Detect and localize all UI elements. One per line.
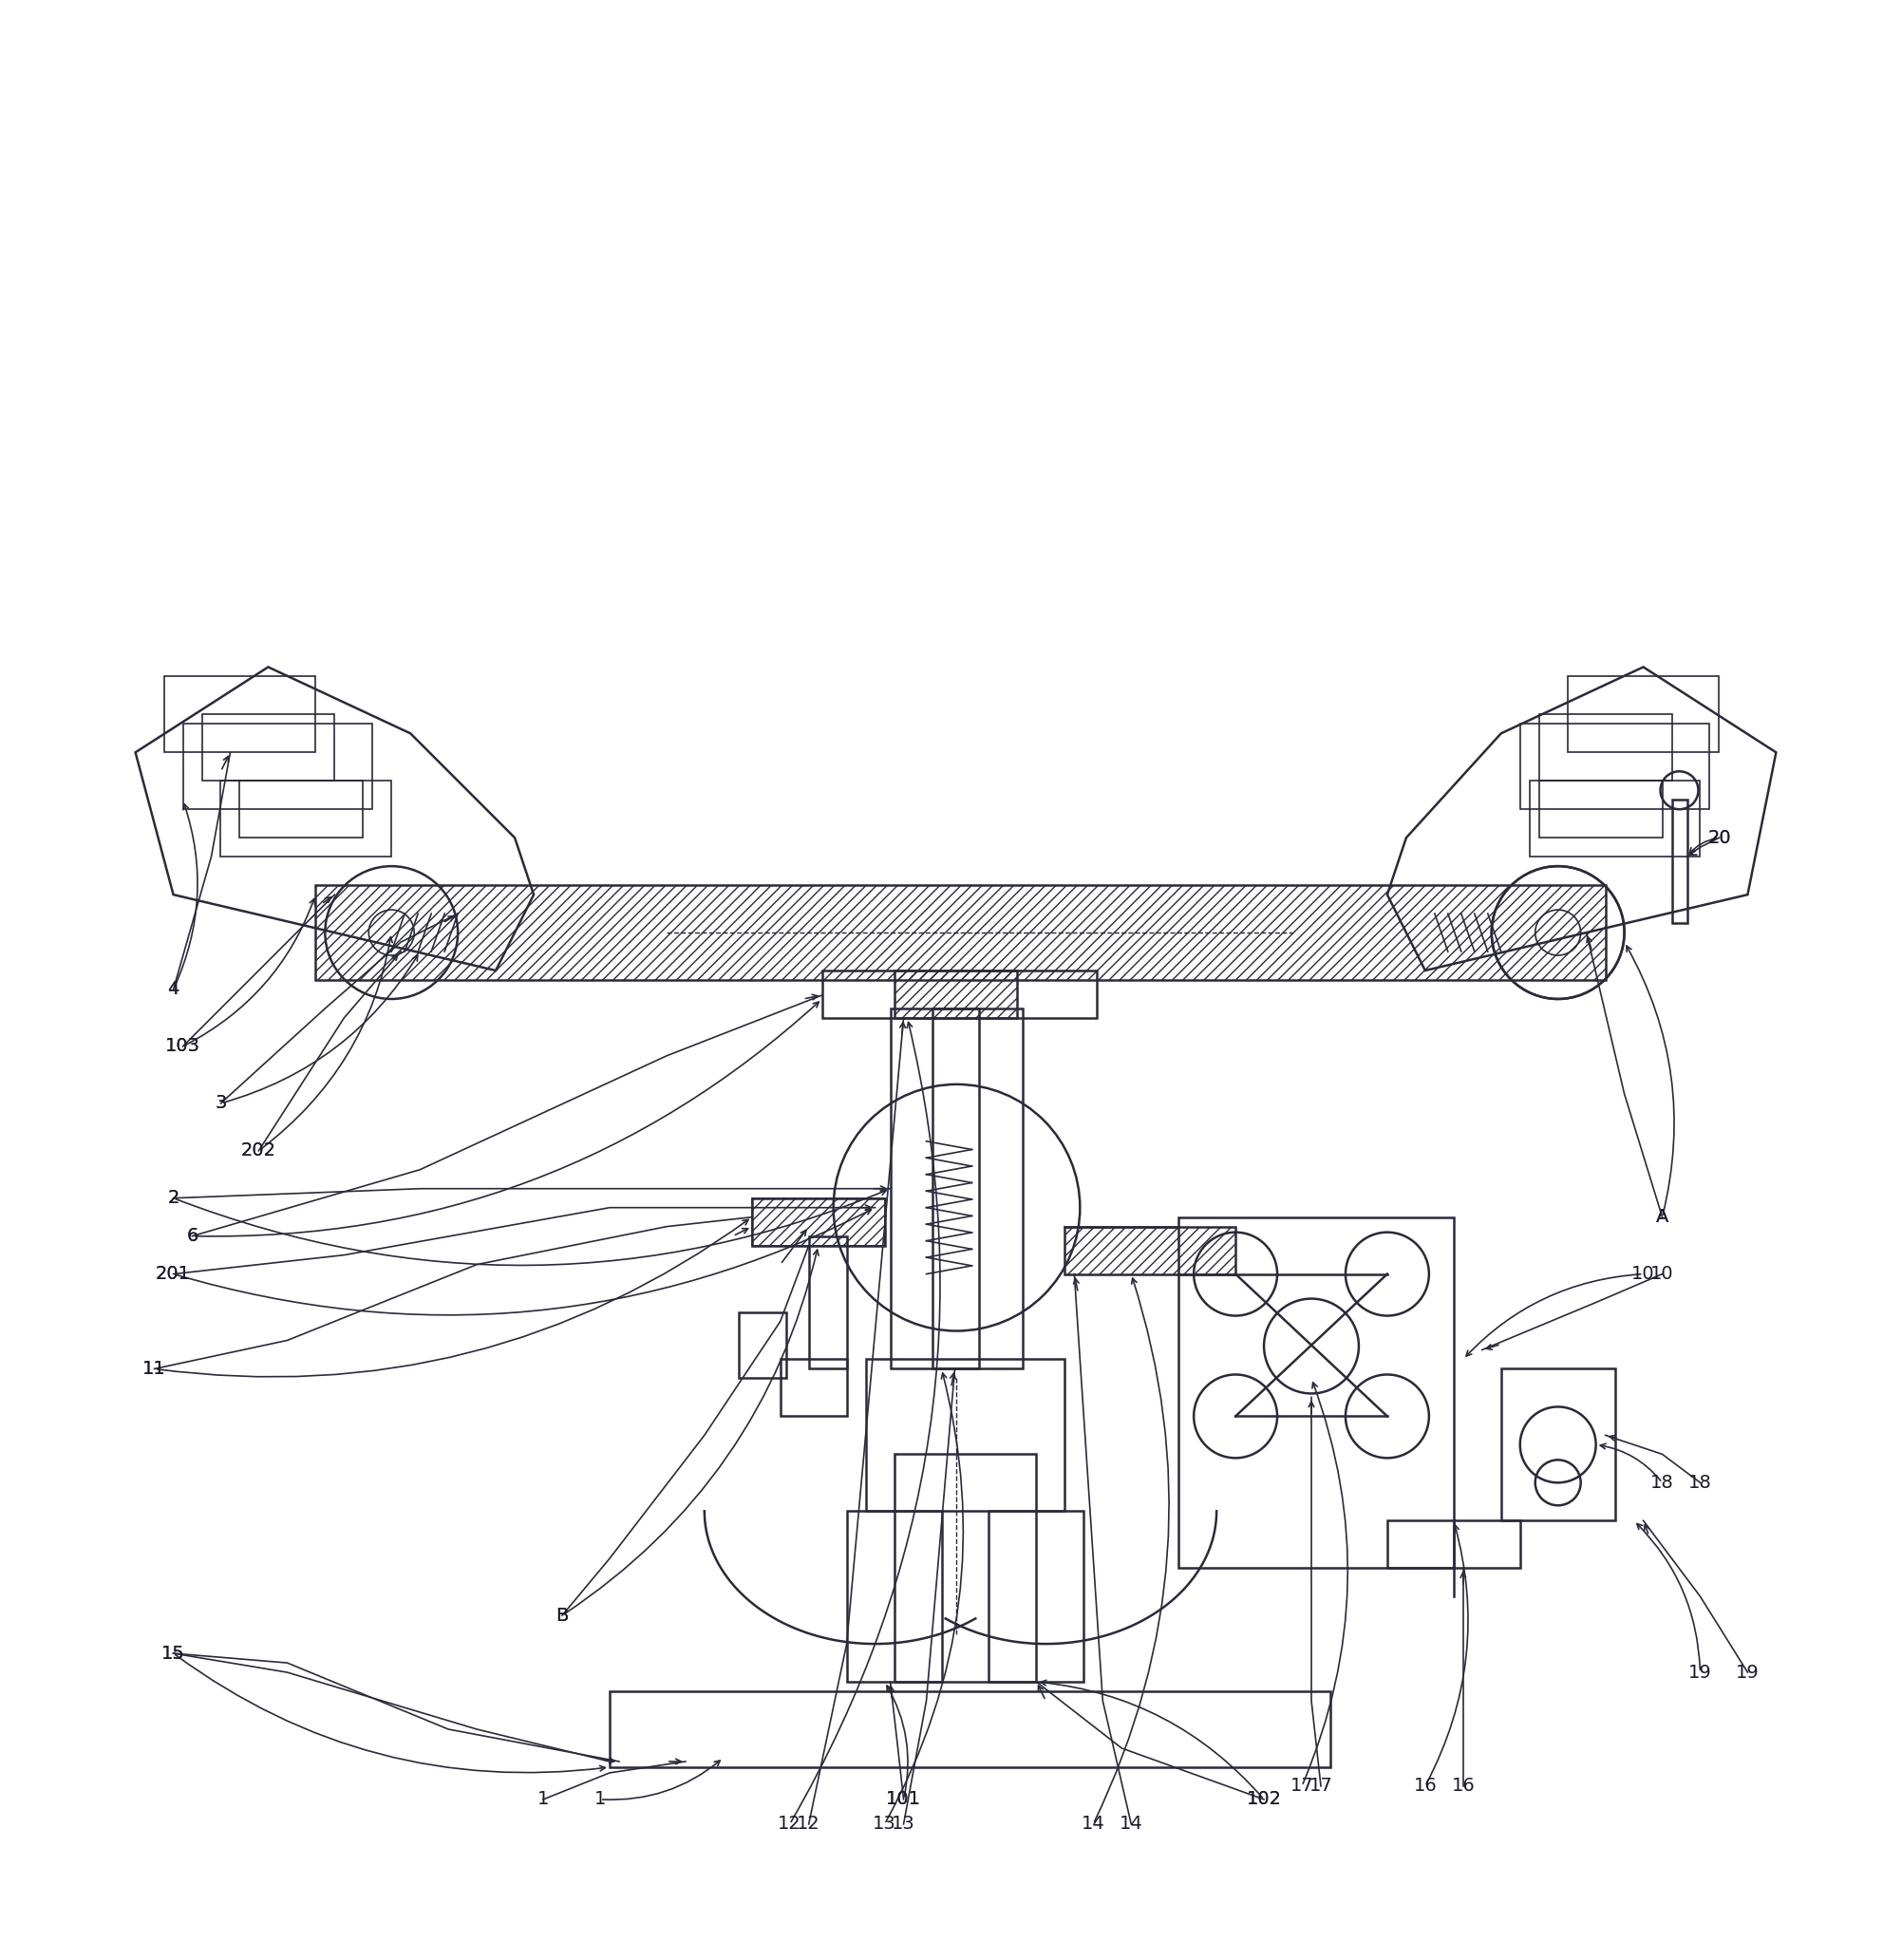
Text: 12: 12 [778, 1815, 801, 1833]
Text: 6: 6 [186, 1227, 198, 1245]
Bar [894, 1454, 1037, 1682]
Text: 19: 19 [1689, 1664, 1712, 1682]
Text: 18: 18 [1689, 1474, 1712, 1492]
Text: 10: 10 [1651, 1264, 1674, 1284]
Text: 1: 1 [538, 1789, 550, 1809]
Bar [751, 1198, 884, 1245]
Text: 3: 3 [215, 1094, 226, 1113]
Bar [780, 1360, 846, 1417]
Text: 201: 201 [156, 1264, 190, 1284]
Text: 101: 101 [886, 1789, 921, 1809]
Bar [1567, 676, 1719, 753]
Bar [890, 1009, 1023, 1368]
Bar [240, 780, 363, 837]
Text: 19: 19 [1737, 1664, 1759, 1682]
Text: 15: 15 [162, 1644, 184, 1662]
Bar [1065, 1227, 1236, 1274]
Bar [751, 1198, 884, 1245]
Bar [609, 1691, 1329, 1768]
Bar [183, 723, 373, 809]
Text: 12: 12 [797, 1815, 820, 1833]
Bar [932, 1009, 980, 1368]
Bar [316, 886, 1605, 980]
Bar [221, 780, 392, 857]
Text: 13: 13 [892, 1815, 915, 1833]
Bar [1501, 1368, 1615, 1521]
Text: 3: 3 [215, 1094, 226, 1113]
Bar [1529, 780, 1700, 857]
Bar [164, 676, 316, 753]
Bar [822, 970, 1097, 1017]
Text: 102: 102 [1246, 1789, 1282, 1809]
Text: 103: 103 [165, 1037, 200, 1054]
Text: 16: 16 [1451, 1778, 1474, 1795]
Text: 17: 17 [1290, 1778, 1314, 1795]
Text: B: B [555, 1607, 569, 1625]
Text: 15: 15 [162, 1644, 184, 1662]
Bar [1387, 1521, 1520, 1568]
Text: 2: 2 [167, 1190, 179, 1207]
Text: 101: 101 [886, 1789, 921, 1809]
Text: 201: 201 [156, 1264, 190, 1284]
Text: 4: 4 [167, 980, 179, 998]
Text: A: A [1657, 1207, 1668, 1227]
Text: 11: 11 [143, 1360, 165, 1378]
Bar [846, 1511, 941, 1682]
Bar [894, 970, 1018, 1017]
Text: 14: 14 [1120, 1815, 1143, 1833]
Text: 103: 103 [165, 1037, 200, 1054]
Text: 14: 14 [1082, 1815, 1105, 1833]
Text: 20: 20 [1708, 829, 1731, 847]
Text: 1: 1 [593, 1789, 607, 1809]
Bar [738, 1311, 786, 1378]
Bar [1539, 780, 1662, 837]
Bar [989, 1511, 1084, 1682]
Text: 4: 4 [167, 980, 179, 998]
Bar [202, 715, 335, 780]
Bar [1539, 715, 1672, 780]
Text: 10: 10 [1632, 1264, 1655, 1284]
Text: 202: 202 [242, 1141, 276, 1160]
Text: B: B [555, 1607, 569, 1625]
Bar [865, 1360, 1065, 1511]
Bar [808, 1237, 846, 1368]
Text: 13: 13 [873, 1815, 896, 1833]
Bar [1672, 800, 1687, 923]
Text: 6: 6 [186, 1227, 198, 1245]
Text: 17: 17 [1309, 1778, 1333, 1795]
Bar [1179, 1217, 1453, 1568]
Text: A: A [1657, 1207, 1668, 1227]
Text: 11: 11 [143, 1360, 165, 1378]
Text: 16: 16 [1413, 1778, 1436, 1795]
Bar [1520, 723, 1710, 809]
Text: 2: 2 [167, 1190, 179, 1207]
Text: 18: 18 [1651, 1474, 1674, 1492]
Text: 20: 20 [1708, 829, 1731, 847]
Text: 102: 102 [1246, 1789, 1282, 1809]
Text: 202: 202 [242, 1141, 276, 1160]
